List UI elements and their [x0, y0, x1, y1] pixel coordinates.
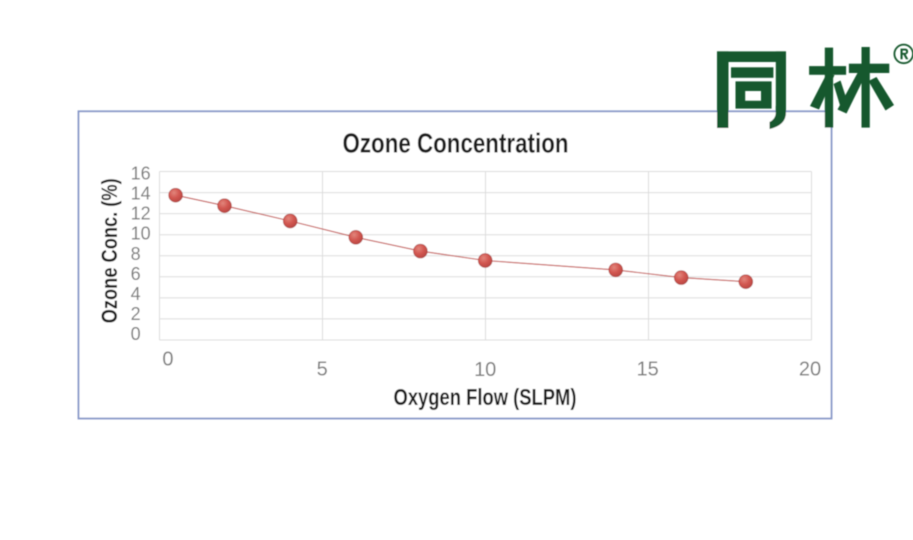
- svg-text:0: 0: [162, 348, 173, 370]
- svg-text:12: 12: [131, 204, 151, 224]
- svg-text:10: 10: [474, 359, 496, 381]
- svg-text:5: 5: [317, 359, 328, 381]
- svg-text:16: 16: [131, 163, 151, 183]
- svg-text:15: 15: [636, 359, 658, 381]
- svg-text:Oxygen Flow (SLPM): Oxygen Flow (SLPM): [394, 384, 577, 410]
- svg-text:14: 14: [131, 184, 151, 204]
- svg-text:0: 0: [131, 324, 141, 344]
- svg-text:10: 10: [131, 224, 151, 244]
- svg-text:20: 20: [799, 359, 821, 381]
- svg-text:Ozone Conc. (%): Ozone Conc. (%): [97, 178, 122, 323]
- svg-text:4: 4: [131, 284, 141, 304]
- svg-text:6: 6: [131, 264, 141, 284]
- svg-text:Ozone Concentration: Ozone Concentration: [343, 128, 569, 159]
- svg-text:8: 8: [131, 244, 141, 264]
- svg-text:2: 2: [131, 304, 141, 324]
